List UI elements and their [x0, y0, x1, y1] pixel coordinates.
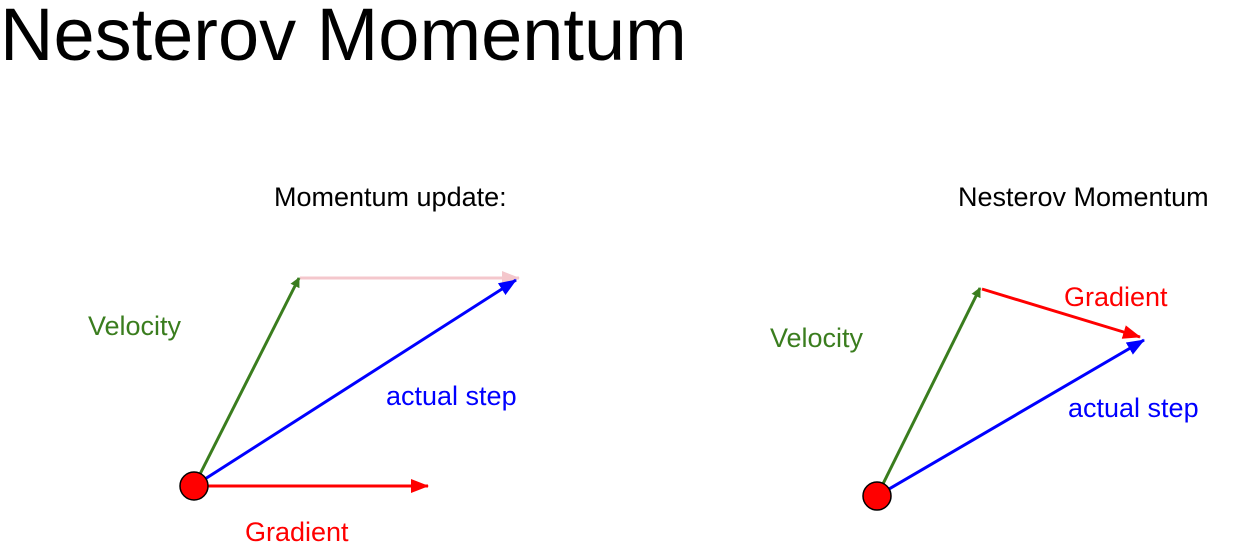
velocity-arrow — [192, 277, 301, 487]
current-position-point — [862, 481, 892, 511]
actual-step-label: actual step — [386, 381, 517, 411]
actual-step-label: actual step — [1068, 393, 1199, 423]
actual-step-arrow — [193, 278, 517, 488]
lookahead-gradient-arrow — [981, 287, 1141, 339]
velocity-arrow — [875, 287, 982, 497]
gradient-label: Gradient — [1064, 282, 1168, 312]
nesterov-momentum-diagram: Velocity Gradient actual step — [770, 282, 1199, 511]
nesterov-momentum-title: Nesterov Momentum — [958, 182, 1209, 212]
momentum-update-diagram: Velocity actual step Gradient — [88, 271, 520, 547]
slide-title: Nesterov Momentum — [0, 0, 687, 76]
actual-step-arrow — [876, 338, 1145, 498]
momentum-update-title: Momentum update: — [274, 182, 507, 212]
gradient-label: Gradient — [245, 517, 349, 547]
velocity-label: Velocity — [88, 311, 182, 341]
velocity-label: Velocity — [770, 323, 864, 353]
current-position-point — [179, 471, 209, 501]
